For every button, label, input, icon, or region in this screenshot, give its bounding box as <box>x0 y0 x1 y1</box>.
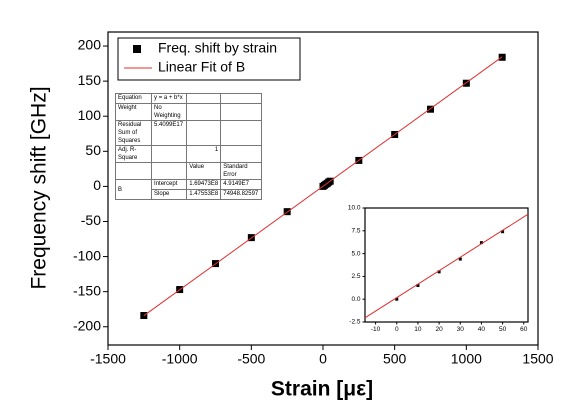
table-cell: 1 <box>186 145 222 163</box>
table-cell: Weight <box>114 103 153 121</box>
y-tick-label: -50 <box>81 212 101 228</box>
table-cell <box>151 145 188 163</box>
legend-marker <box>133 45 141 53</box>
y-tick-label: 5.0 <box>351 250 360 257</box>
table-cell <box>220 93 262 104</box>
table-cell <box>186 93 222 104</box>
x-tick-label: -1500 <box>90 351 126 367</box>
table-row: Residual Sum of Squares 5.4099E17 <box>114 120 262 146</box>
table-cell <box>220 103 262 121</box>
table-cell: 1.69473E8 <box>186 179 222 190</box>
table-row: Equation y = a + b*x <box>114 93 262 104</box>
table-cell: Value <box>186 162 222 180</box>
table-cell: 4.9149E7 <box>220 179 262 190</box>
plot-frame <box>364 207 529 323</box>
data-point <box>501 230 505 234</box>
table-cell: 1.47553E8 <box>186 189 222 200</box>
x-tick-label: 20 <box>435 326 443 333</box>
table-cell: B <box>114 179 153 200</box>
y-tick-label: 200 <box>78 37 102 53</box>
legend-label: Linear Fit of B <box>158 59 245 75</box>
table-row: Slope 1.47553E8 74948.82597 <box>116 189 262 200</box>
table-cell: Slope <box>151 189 188 200</box>
legend-box <box>117 37 301 81</box>
y-tick-label: -100 <box>73 247 101 263</box>
x-tick-label: 500 <box>383 351 407 367</box>
y-tick-label: -2.5 <box>349 319 361 326</box>
table-cell <box>220 145 262 163</box>
table-cell: No Weighting <box>151 103 188 121</box>
table-row: B Intercept 1.69473E8 4.9149E7 <box>114 179 262 200</box>
table-cell: 74948.82597 <box>220 189 262 200</box>
y-tick-label: -150 <box>73 282 101 298</box>
x-axis-label: Strain [με] <box>271 378 373 401</box>
table-row: Adj. R-Square 1 <box>114 145 262 163</box>
x-tick-label: 30 <box>457 326 465 333</box>
data-point <box>395 297 399 301</box>
x-tick-label: 10 <box>414 326 422 333</box>
table-cell <box>151 162 188 180</box>
y-tick-label: 150 <box>78 72 102 88</box>
y-tick-label: -200 <box>73 317 101 333</box>
legend-label: Freq. shift by strain <box>158 40 277 56</box>
y-tick-label: 0 <box>93 177 101 193</box>
table-cell: Standard Error <box>220 162 262 180</box>
table-row: Value Standard Error <box>114 162 262 180</box>
x-tick-label: 1500 <box>522 351 553 367</box>
y-tick-label: 0.0 <box>351 296 360 303</box>
table-cell: Residual Sum of Squares <box>114 120 153 146</box>
y-tick-label: 100 <box>78 107 102 123</box>
y-tick-label: 50 <box>85 142 101 158</box>
table-cell <box>186 103 222 121</box>
x-tick-label: -10 <box>371 326 381 333</box>
y-axis-label: Frequency shift [GHz] <box>28 86 51 289</box>
table-cell <box>220 120 262 146</box>
x-tick-label: 0 <box>395 326 399 333</box>
x-tick-label: 40 <box>478 326 486 333</box>
table-row: Weight No Weighting <box>114 103 262 121</box>
table-cell <box>114 162 153 180</box>
table-cell: Intercept <box>151 179 188 190</box>
x-tick-label: 60 <box>520 326 528 333</box>
data-point <box>458 257 462 261</box>
y-tick-label: 7.5 <box>351 228 360 235</box>
x-tick-label: -500 <box>237 351 265 367</box>
table-cell <box>186 120 222 146</box>
table-cell: 5.4099E17 <box>151 120 188 146</box>
x-tick-label: 0 <box>319 351 327 367</box>
x-tick-label: 50 <box>499 326 507 333</box>
y-tick-label: 10.0 <box>348 205 361 212</box>
fit-table: Equation y = a + b*x Weight No Weighting Res… <box>114 93 262 200</box>
fit-line <box>364 213 529 319</box>
data-point <box>416 284 420 288</box>
data-point <box>479 241 483 245</box>
table-cell: Equation <box>114 93 153 104</box>
x-tick-label: -1000 <box>162 351 198 367</box>
fit-line <box>143 56 503 317</box>
data-point <box>437 270 441 274</box>
table-cell: Adj. R-Square <box>114 145 153 163</box>
x-tick-label: 1000 <box>451 351 482 367</box>
table-cell: y = a + b*x <box>151 93 188 104</box>
y-tick-label: 2.5 <box>351 273 360 280</box>
